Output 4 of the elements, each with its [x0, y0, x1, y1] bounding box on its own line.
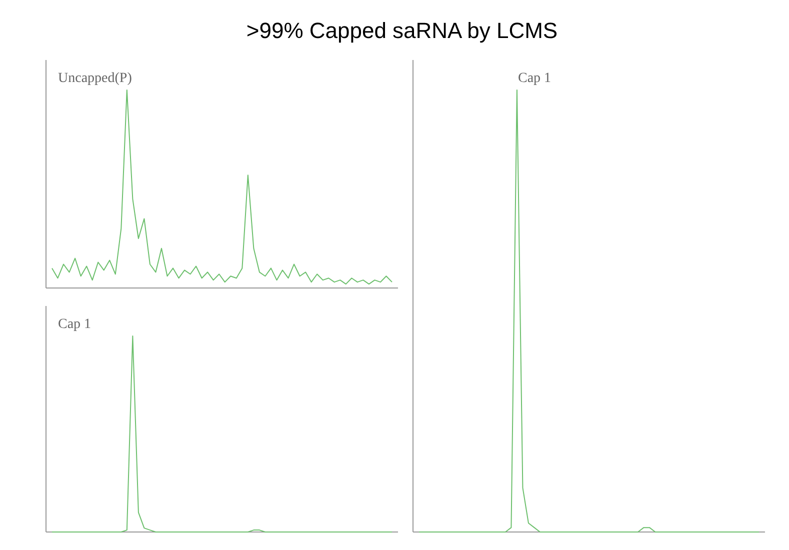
chart-title: >99% Capped saRNA by LCMS	[246, 18, 558, 43]
chart-title: Cap 1	[58, 317, 92, 332]
chart-title: Cap 1	[518, 71, 552, 86]
chart-subtitle: Uncapped(P)	[58, 71, 132, 86]
